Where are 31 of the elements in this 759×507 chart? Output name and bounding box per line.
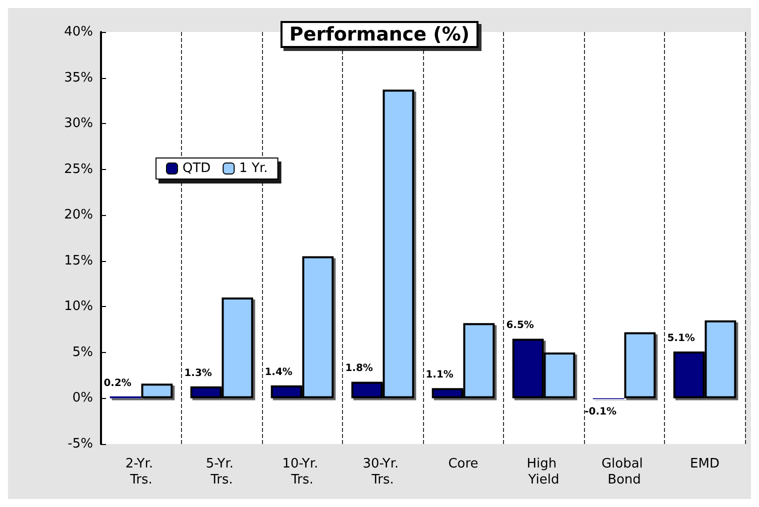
y-tick-label: -5% (68, 436, 93, 452)
data-label: 5.1% (667, 333, 695, 344)
y-tick-label: 35% (64, 70, 93, 86)
y-tick-label: 0% (72, 390, 93, 406)
data-label: 1.3% (184, 368, 212, 379)
data-label: -0.1% (584, 406, 616, 418)
bar (624, 332, 656, 398)
x-tick-label: Global Bond (601, 456, 648, 488)
legend-label: 1 Yr. (239, 161, 268, 176)
y-tick-label: 25% (64, 162, 93, 177)
y-tick-label: 15% (64, 253, 93, 268)
y-tick-label: 40% (64, 24, 93, 40)
chart-title: Performance (%) (289, 24, 470, 46)
x-tick-label: 5-Yr. Trs. (206, 456, 238, 488)
y-tick-label: 20% (64, 208, 93, 223)
x-tick-label: 2-Yr. Trs. (125, 456, 158, 488)
data-label: 0.2% (104, 378, 132, 389)
data-label: 1.8% (345, 363, 373, 374)
data-label: 1.1% (426, 370, 454, 381)
data-label: 1.4% (264, 366, 292, 378)
y-tick-label: 5% (72, 344, 93, 360)
x-tick-label: 30-Yr. Trs. (362, 456, 403, 488)
x-tick-label: Core (448, 456, 478, 472)
data-label: 6.5% (506, 320, 534, 332)
y-tick-label: 30% (64, 116, 93, 132)
legend-label: QTD (182, 161, 211, 176)
y-tick-label: 10% (64, 299, 93, 314)
x-tick-label: EMD (690, 456, 720, 472)
bar (141, 384, 173, 398)
x-tick-label: 10-Yr. Trs. (282, 456, 322, 488)
x-tick-label: High Yield (526, 456, 561, 488)
